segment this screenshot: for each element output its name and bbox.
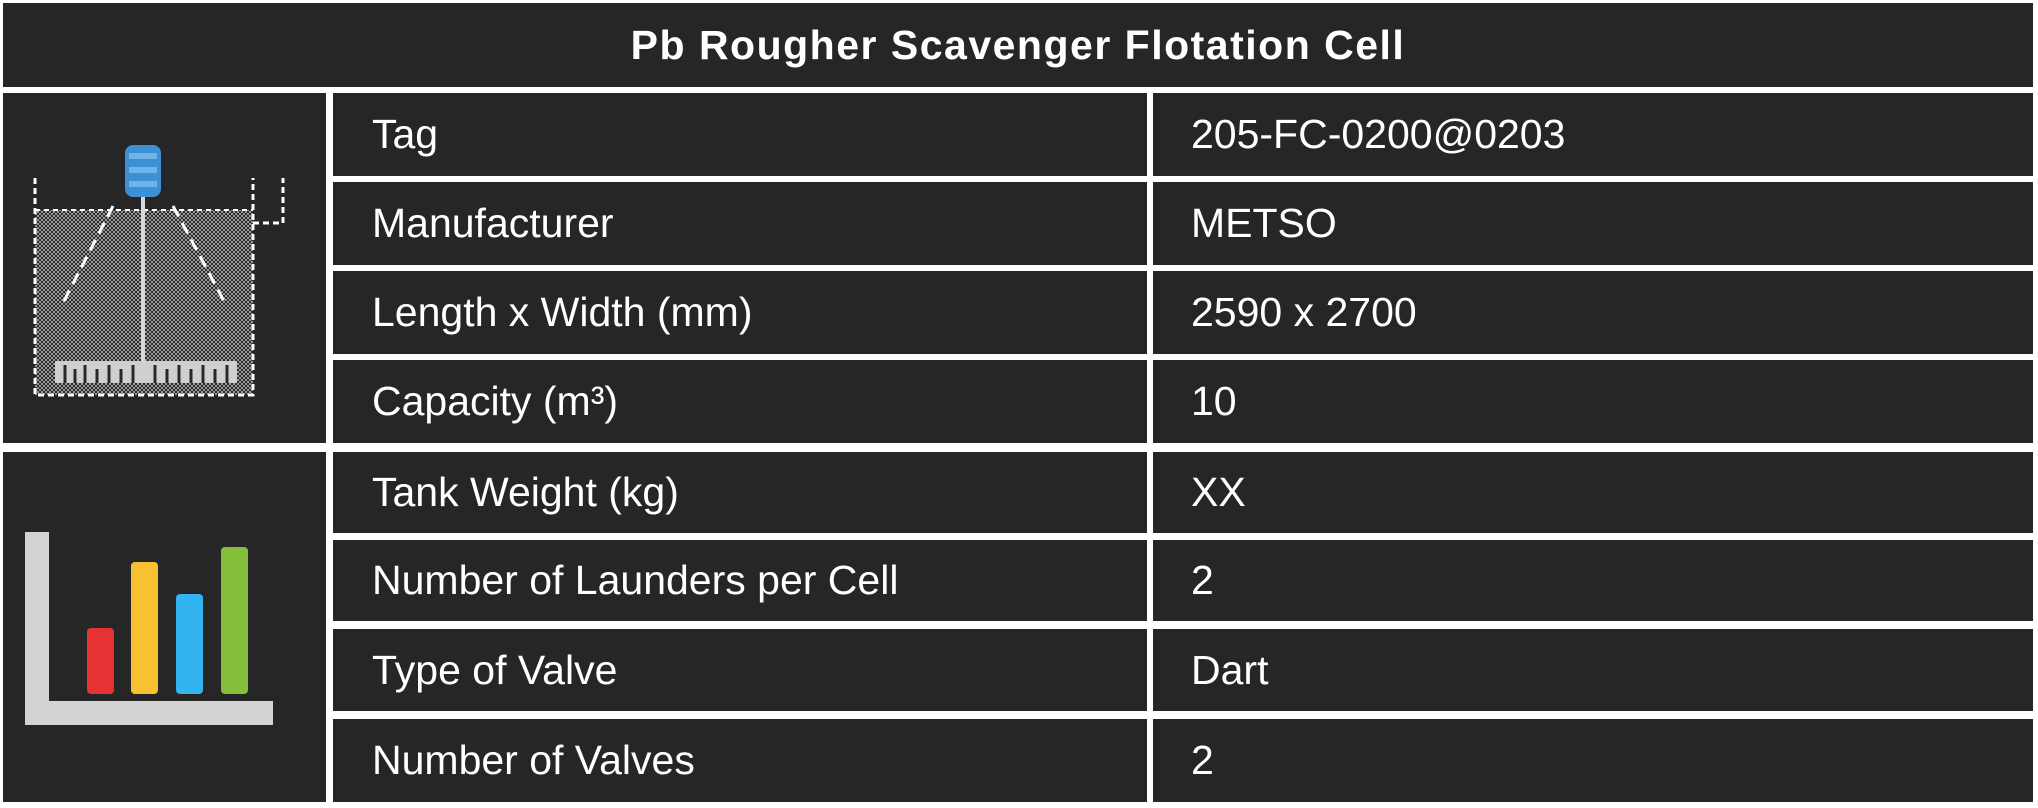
flotation-cell-panel xyxy=(3,93,326,443)
value-manufacturer: METSO xyxy=(1153,182,2033,265)
label-launders: Number of Launders per Cell xyxy=(333,540,1147,621)
value-capacity: 10 xyxy=(1153,360,2033,443)
value-tank-weight: XX xyxy=(1153,452,2033,533)
label-valve-count: Number of Valves xyxy=(333,719,1147,802)
flotation-cell-icon xyxy=(33,145,285,397)
value-launders: 2 xyxy=(1153,540,2033,621)
value-valve-type: Dart xyxy=(1153,629,2033,711)
bar-chart-icon xyxy=(25,532,273,725)
label-manufacturer: Manufacturer xyxy=(333,182,1147,265)
label-tag: Tag xyxy=(333,93,1147,176)
table-title: Pb Rougher Scavenger Flotation Cell xyxy=(3,3,2033,87)
value-valve-count: 2 xyxy=(1153,719,2033,802)
bar-chart-panel xyxy=(3,452,326,802)
value-length-width: 2590 x 2700 xyxy=(1153,271,2033,354)
label-length-width: Length x Width (mm) xyxy=(333,271,1147,354)
label-valve-type: Type of Valve xyxy=(333,629,1147,711)
label-capacity: Capacity (m³) xyxy=(333,360,1147,443)
label-tank-weight: Tank Weight (kg) xyxy=(333,452,1147,533)
value-tag: 205-FC-0200@0203 xyxy=(1153,93,2033,176)
